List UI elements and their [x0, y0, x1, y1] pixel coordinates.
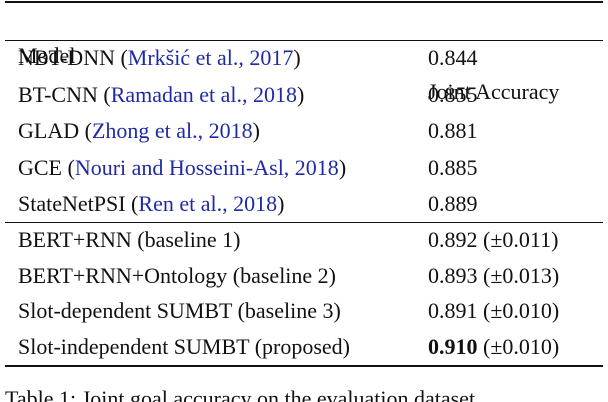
model-text: Slot-independent SUMBT (proposed)	[18, 333, 351, 359]
model-text: BERT+RNN (baseline 1)	[18, 227, 241, 252]
citation: Mrkšić et al., 2017	[127, 45, 294, 70]
top-rule	[5, 1, 603, 3]
model-text: BERT+RNN+Ontology (baseline 2)	[18, 262, 337, 288]
model-cell: BERT+RNN+Ontology (baseline 2)	[18, 258, 336, 294]
accuracy-text: 0.881	[428, 118, 478, 143]
table-row: NBT-DNN (Mrkšić et al., 2017) 0.844	[0, 40, 608, 76]
accuracy-cell: 0.891 (±0.010)	[428, 293, 559, 329]
table-row: BERT+RNN+Ontology (baseline 2) 0.893 (±0.…	[0, 258, 608, 294]
accuracy-text: 0.891 (±0.010)	[428, 298, 560, 323]
model-cell: Slot-independent SUMBT (proposed)	[18, 329, 350, 365]
table-row: BT-CNN (Ramadan et al., 2018) 0.855	[0, 77, 608, 113]
caption: Table 1: Joint goal accuracy on the eval…	[5, 386, 476, 402]
accuracy-cell: 0.844	[428, 40, 478, 76]
model-cell: GCE (Nouri and Hosseini-Asl, 2018)	[18, 150, 346, 186]
accuracy-cell: 0.855	[428, 77, 478, 113]
table-row: StateNetPSI (Ren et al., 2018) 0.889	[0, 186, 608, 222]
model-text: NBT-DNN (	[18, 45, 128, 70]
accuracy-text: 0.885	[428, 154, 478, 180]
model-cell: StateNetPSI (Ren et al., 2018)	[18, 186, 284, 222]
bottom-rule	[5, 365, 603, 367]
citation: Zhong et al., 2018	[91, 118, 253, 143]
model-cell: GLAD (Zhong et al., 2018)	[18, 113, 260, 149]
model-text: )	[293, 45, 301, 70]
model-text: )	[277, 191, 285, 216]
citation: Ren et al., 2018	[138, 191, 278, 216]
table-row: Slot-dependent SUMBT (baseline 3) 0.891 (…	[0, 293, 608, 329]
accuracy-text: 0.892 (±0.011)	[428, 227, 559, 252]
model-text: Slot-dependent SUMBT (baseline 3)	[18, 298, 341, 323]
model-text: GLAD (	[18, 118, 92, 143]
accuracy-cell: 0.889	[428, 186, 478, 222]
accuracy-cell: 0.910 (±0.010)	[428, 329, 559, 365]
header-cell: Model	[18, 43, 76, 68]
model-text: GCE (	[18, 154, 75, 180]
table-row: GLAD (Zhong et al., 2018) 0.881	[0, 113, 608, 149]
model-cell: BT-CNN (Ramadan et al., 2018)	[18, 77, 304, 113]
accuracy-cell: 0.893 (±0.013)	[428, 258, 559, 294]
model-text: StateNetPSI (	[18, 191, 139, 216]
table-row: GCE (Nouri and Hosseini-Asl, 2018) 0.885	[0, 150, 608, 186]
accuracy-cell: 0.885	[428, 150, 478, 186]
model-text: BT-CNN (	[18, 81, 111, 107]
accuracy-text: 0.889	[428, 191, 478, 216]
accuracy-text: 0.910	[428, 333, 478, 359]
model-text: )	[297, 81, 305, 107]
model-cell: Slot-dependent SUMBT (baseline 3)	[18, 293, 341, 329]
header-row: Model Joint Accuracy	[0, 2, 608, 104]
model-cell: BERT+RNN (baseline 1)	[18, 222, 241, 258]
model-text: )	[338, 154, 347, 180]
accuracy-text: 0.855	[428, 81, 478, 107]
accuracy-text: 0.844	[428, 45, 478, 70]
table-row: Slot-independent SUMBT (proposed) 0.910 (…	[0, 329, 608, 365]
group-rule	[5, 222, 603, 223]
accuracy-cell: 0.881	[428, 113, 478, 149]
table-row: BERT+RNN (baseline 1) 0.892 (±0.011)	[0, 222, 608, 258]
citation: Ramadan et al., 2018	[110, 81, 298, 107]
accuracy-text: (±0.010)	[477, 333, 560, 359]
header-rule	[5, 40, 603, 41]
accuracy-text: 0.893 (±0.013)	[428, 262, 560, 288]
header-cell: Joint Accuracy	[428, 79, 560, 104]
citation: Nouri and Hosseini-Asl, 2018	[74, 154, 339, 180]
model-cell: NBT-DNN (Mrkšić et al., 2017)	[18, 40, 301, 76]
model-text: )	[252, 118, 260, 143]
accuracy-cell: 0.892 (±0.011)	[428, 222, 558, 258]
